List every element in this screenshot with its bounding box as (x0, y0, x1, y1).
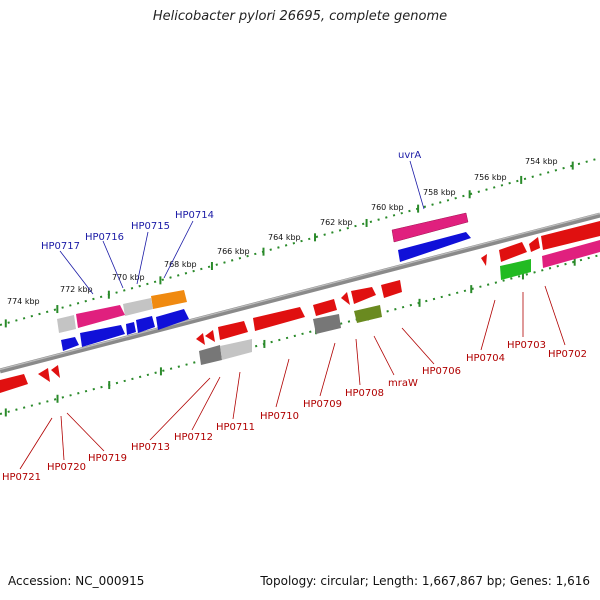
label-hp0708: HP0708 (345, 388, 384, 399)
label-hp0704: HP0704 (466, 353, 505, 364)
accession-text: Accession: NC_000915 (8, 574, 145, 588)
leader-hp0721 (19, 417, 53, 470)
label-hp0703: HP0703 (507, 340, 546, 351)
label-hp0721: HP0721 (2, 472, 41, 483)
kbp-label: 764 kbp (268, 233, 301, 242)
label-hp0706: HP0706 (422, 366, 461, 377)
gene-hp0715[interactable] (123, 298, 155, 335)
label-hp0715: HP0715 (131, 221, 170, 232)
gene-hp0716[interactable] (76, 305, 125, 347)
gene-hp0711[interactable] (196, 321, 252, 365)
leader-mraW (373, 335, 395, 376)
label-uvrA: uvrA (398, 150, 421, 161)
label-hp0717: HP0717 (41, 241, 80, 252)
kbp-label: 768 kbp (164, 260, 197, 269)
gene-hp0706[interactable] (381, 280, 402, 298)
topology-summary: Topology: circular; Length: 1,667,867 bp… (260, 574, 590, 588)
gene-hp0709[interactable] (313, 299, 341, 334)
leader-hp0715 (136, 231, 149, 285)
leader-hp0710 (275, 358, 290, 408)
gene-hp0719-0721[interactable] (0, 365, 60, 393)
label-hp0711: HP0711 (216, 422, 255, 433)
kbp-label: 774 kbp (7, 297, 40, 306)
kbp-label: 770 kbp (112, 273, 145, 282)
gene-uvrA[interactable] (391, 212, 471, 262)
label-hp0719: HP0719 (88, 453, 127, 464)
gene-hp0717[interactable] (57, 315, 79, 351)
leader-hp0716 (102, 240, 124, 289)
leader-hp0712 (191, 376, 221, 431)
gene-red-cluster-right[interactable] (481, 221, 600, 266)
label-hp0720: HP0720 (47, 462, 86, 473)
leader-hp0713 (149, 377, 211, 441)
kbp-label: 772 kbp (60, 285, 93, 294)
leader-hp0720 (60, 415, 65, 461)
label-hp0716: HP0716 (85, 232, 124, 243)
leader-hp0717 (59, 250, 94, 295)
kbp-label: 760 kbp (371, 203, 404, 212)
gene-hp0703-green[interactable] (500, 259, 531, 280)
kbp-label: 766 kbp (217, 247, 250, 256)
leader-hp0708 (355, 338, 361, 386)
leader-hp0711 (232, 371, 241, 420)
kbp-label: 762 kbp (320, 218, 353, 227)
label-hp0712: HP0712 (174, 432, 213, 443)
label-hp0710: HP0710 (260, 411, 299, 422)
label-hp0702: HP0702 (548, 349, 587, 360)
leader-hp0709 (319, 342, 336, 397)
gene-hp0702-pink[interactable] (542, 240, 600, 268)
kbp-label: 756 kbp (474, 173, 507, 182)
label-mraW: mraW (388, 378, 418, 389)
leader-hp0719 (66, 412, 105, 452)
genome-backbone (0, 212, 600, 374)
leader-hp0714 (163, 220, 194, 279)
label-hp0713: HP0713 (131, 442, 170, 453)
kbp-label: 758 kbp (423, 188, 456, 197)
gene-hp0714[interactable] (151, 290, 189, 330)
label-hp0709: HP0709 (303, 399, 342, 410)
leader-uvrA (409, 160, 425, 210)
backbone-highlight (0, 212, 600, 371)
label-hp0714: HP0714 (175, 210, 214, 221)
gene-hp0710[interactable] (253, 307, 305, 331)
kbp-label: 754 kbp (525, 157, 558, 166)
gene-mraW[interactable] (341, 287, 382, 323)
leader-hp0702 (544, 285, 566, 346)
leader-hp0704 (480, 299, 496, 351)
leader-hp0706 (401, 327, 435, 365)
map-title: Helicobacter pylori 26695, complete geno… (152, 9, 448, 24)
